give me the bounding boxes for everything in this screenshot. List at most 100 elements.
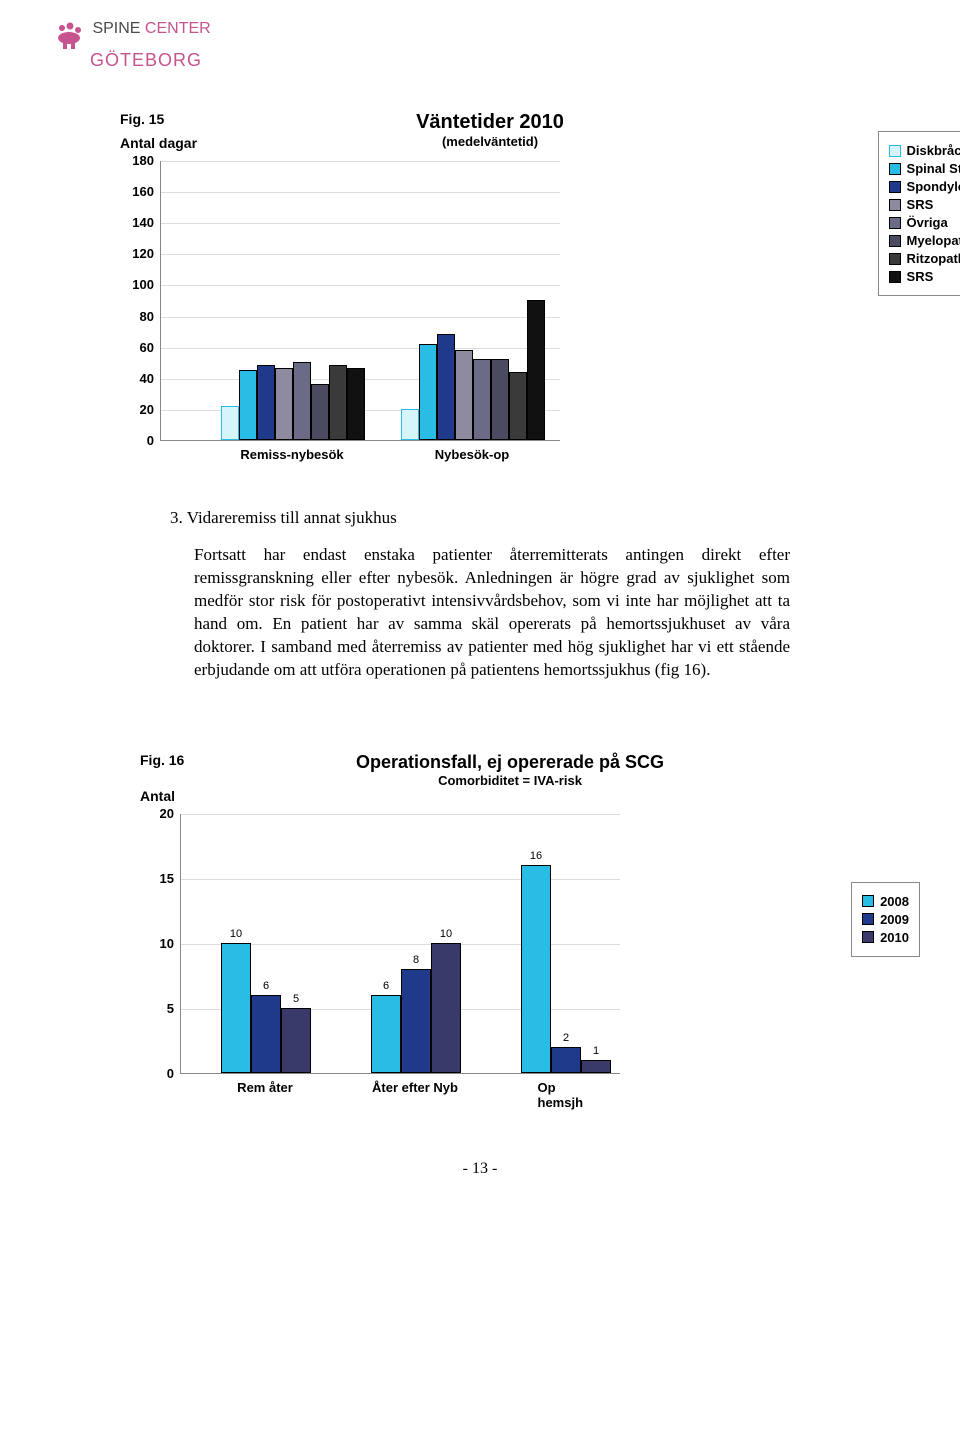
legend-swatch (889, 217, 901, 229)
bar: 5 (281, 1008, 311, 1073)
legend-swatch (889, 163, 901, 175)
bar (347, 368, 365, 440)
legend-swatch (889, 253, 901, 265)
bar-group: 6810 (371, 943, 461, 1073)
legend-label: 2009 (880, 912, 909, 927)
y-tick-label: 60 (140, 340, 154, 355)
logo-goteborg: GÖTEBORG (90, 50, 960, 71)
page: SPINE CENTER GÖTEBORG Fig. 15 Antal daga… (0, 0, 960, 1218)
gridline (161, 161, 560, 162)
legend-item: Spondylolistes (889, 179, 960, 194)
legend-label: 2010 (880, 930, 909, 945)
bar (437, 334, 455, 440)
gridline (181, 814, 620, 815)
legend-item: Ritzopathi (889, 251, 960, 266)
chart-fig16: Fig. 16 Antal Operationsfall, ej operera… (140, 752, 820, 1100)
y-tick-label: 5 (167, 1001, 174, 1016)
fig16-legend: 2008 2009 2010 (851, 882, 920, 957)
bar-value-label: 10 (440, 928, 452, 940)
y-tick-label: 40 (140, 371, 154, 386)
bar (473, 359, 491, 440)
bar-value-label: 10 (230, 928, 242, 940)
legend-label: Spinal Stenos (907, 161, 960, 176)
bar-value-label: 5 (293, 993, 299, 1005)
legend-label: Övriga (907, 215, 948, 230)
bar: 10 (431, 943, 461, 1073)
legend-swatch (889, 181, 901, 193)
bar (293, 362, 311, 440)
bar: 1 (581, 1060, 611, 1073)
bar (257, 365, 275, 440)
bar-value-label: 16 (530, 850, 542, 862)
x-tick-label: Op hemsjh (538, 1080, 593, 1110)
legend-item: 2010 (862, 930, 909, 945)
bar (491, 359, 509, 440)
bar (509, 372, 527, 440)
y-tick-label: 0 (167, 1066, 174, 1081)
chart-fig15: Fig. 15 Antal dagar Väntetider 2010 (med… (120, 111, 840, 467)
logo-icon (50, 20, 88, 50)
y-tick-label: 15 (160, 871, 174, 886)
fig15-caption: Fig. 15 (120, 111, 260, 127)
legend-item: SRS (889, 197, 960, 212)
legend-label: 2008 (880, 894, 909, 909)
y-tick-label: 160 (132, 184, 154, 199)
legend-swatch (862, 895, 874, 907)
y-tick-label: 10 (160, 936, 174, 951)
fig16-plot: 106568101621 (180, 814, 620, 1074)
legend-swatch (889, 199, 901, 211)
legend-item: Övriga (889, 215, 960, 230)
legend-label: Myelopathi (907, 233, 960, 248)
gridline (161, 192, 560, 193)
bar (275, 368, 293, 440)
fig16-y-axis-label: Antal (140, 788, 280, 804)
x-tick-label: Åter efter Nyb (372, 1080, 458, 1095)
bar (311, 384, 329, 440)
x-tick-label: Nybesök-op (435, 447, 509, 462)
fig16-subtitle: Comorbiditet = IVA-risk (280, 773, 740, 788)
legend-swatch (862, 931, 874, 943)
legend-item: 2009 (862, 912, 909, 927)
bar (329, 365, 347, 440)
x-tick-label: Remiss-nybesök (240, 447, 343, 462)
y-tick-label: 120 (132, 246, 154, 261)
fig16-title: Operationsfall, ej opererade på SCG (280, 752, 740, 773)
logo-spine: SPINE CENTER (92, 20, 210, 37)
section-3: 3. Vidareremiss till annat sjukhus Forts… (170, 507, 790, 682)
bar: 10 (221, 943, 251, 1073)
y-tick-label: 0 (147, 433, 154, 448)
gridline (161, 285, 560, 286)
bar: 8 (401, 969, 431, 1073)
legend-label: Spondylolistes (907, 179, 960, 194)
legend-swatch (889, 145, 901, 157)
bar-value-label: 2 (563, 1032, 569, 1044)
legend-label: Ritzopathi (907, 251, 960, 266)
fig15-legend: Diskbråck Spinal Stenos Spondylolistes SRS Ö… (878, 131, 960, 296)
y-tick-label: 180 (132, 153, 154, 168)
fig16-y-axis: 20151050 (140, 814, 180, 1074)
bar-group (401, 300, 545, 440)
bar-group: 1065 (221, 943, 311, 1073)
y-tick-label: 140 (132, 215, 154, 230)
fig15-plot (160, 161, 560, 441)
x-tick-label: Rem åter (237, 1080, 293, 1095)
bar-group: 1621 (521, 865, 611, 1073)
bar-value-label: 8 (413, 954, 419, 966)
legend-label: SRS (907, 269, 934, 284)
legend-swatch (889, 235, 901, 247)
bar (221, 406, 239, 440)
fig15-x-axis: Remiss-nybesök Nybesök-op (160, 447, 560, 467)
legend-swatch (862, 913, 874, 925)
legend-item: Myelopathi (889, 233, 960, 248)
bar (527, 300, 545, 440)
bar (419, 344, 437, 440)
fig15-y-axis-label: Antal dagar (120, 135, 260, 151)
legend-swatch (889, 271, 901, 283)
legend-item: SRS (889, 269, 960, 284)
legend-item: Diskbråck (889, 143, 960, 158)
bar: 6 (371, 995, 401, 1073)
bar-value-label: 6 (383, 980, 389, 992)
legend-item: Spinal Stenos (889, 161, 960, 176)
fig15-title: Väntetider 2010 (260, 111, 720, 134)
fig15-subtitle: (medelväntetid) (260, 134, 720, 149)
